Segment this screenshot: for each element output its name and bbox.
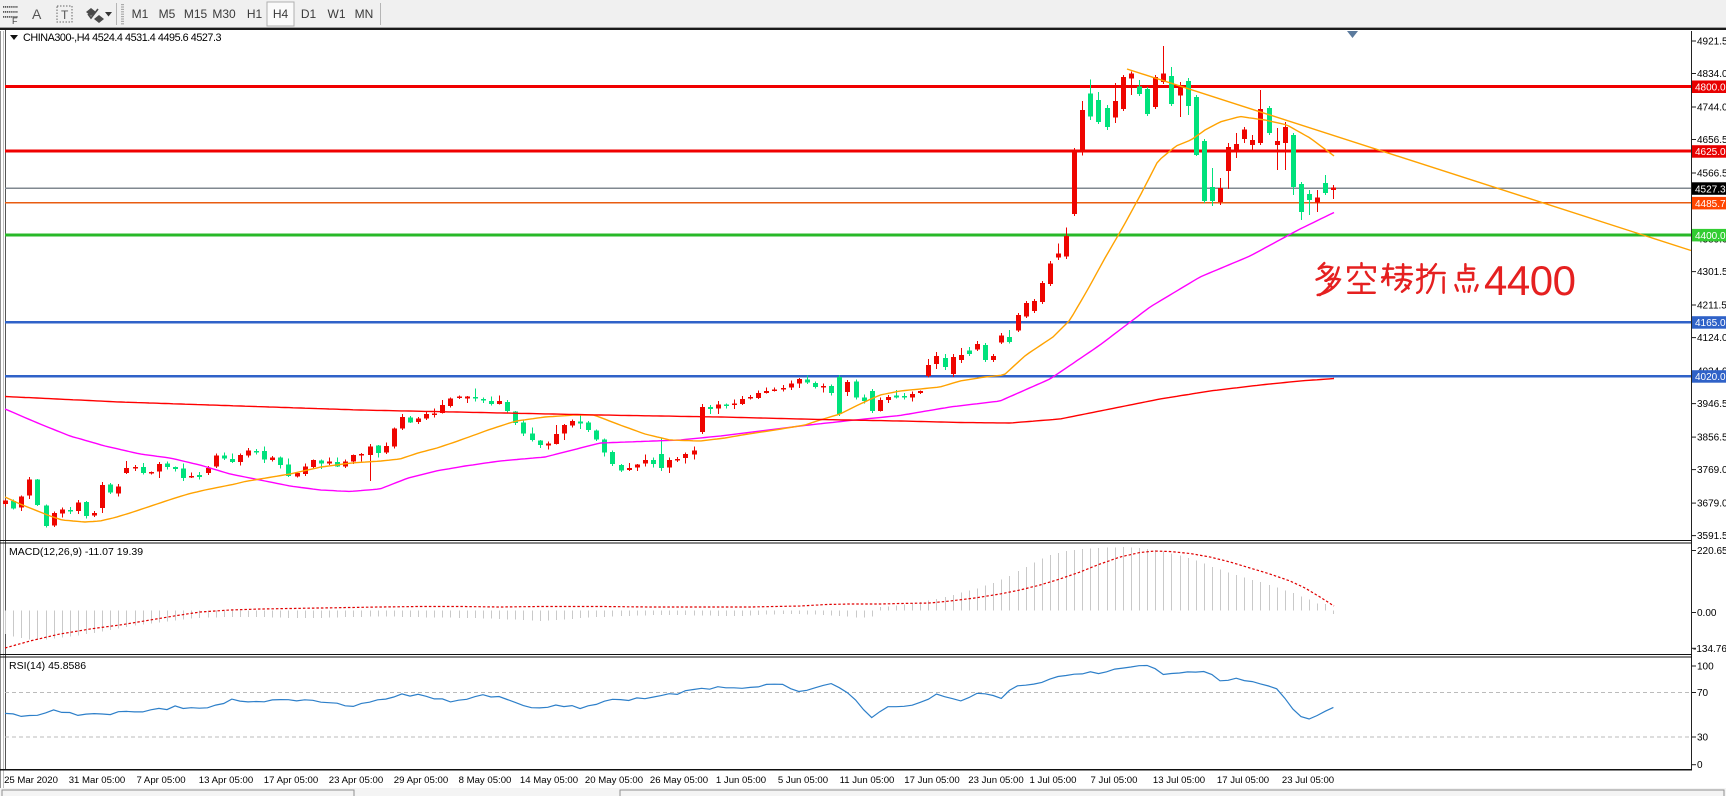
svg-text:M30: M30: [212, 7, 236, 21]
svg-text:20 May 05:00: 20 May 05:00: [585, 775, 643, 786]
svg-text:23 Jul 05:00: 23 Jul 05:00: [1282, 775, 1334, 786]
svg-text:4400: 4400: [1484, 257, 1576, 304]
svg-text:17 Jul 05:00: 17 Jul 05:00: [1217, 775, 1269, 786]
svg-text:4834.0: 4834.0: [1697, 69, 1726, 80]
svg-text:13 Apr 05:00: 13 Apr 05:00: [199, 775, 253, 786]
svg-text:4527.3: 4527.3: [1695, 184, 1726, 195]
svg-text:4211.5: 4211.5: [1697, 301, 1726, 312]
svg-text:4400.0: 4400.0: [1695, 231, 1726, 242]
svg-text:4656.5: 4656.5: [1697, 135, 1726, 146]
svg-text:1 Jul 05:00: 1 Jul 05:00: [1030, 775, 1077, 786]
svg-text:220.65: 220.65: [1697, 546, 1726, 557]
svg-text:T: T: [61, 8, 69, 22]
svg-text:4301.5: 4301.5: [1697, 267, 1726, 278]
svg-text:4485.7: 4485.7: [1695, 199, 1726, 210]
svg-text:4800.0: 4800.0: [1695, 83, 1726, 94]
svg-text:29 Apr 05:00: 29 Apr 05:00: [394, 775, 448, 786]
svg-text:70: 70: [1697, 688, 1709, 699]
svg-text:F: F: [12, 16, 18, 26]
svg-text:13 Jul 05:00: 13 Jul 05:00: [1153, 775, 1205, 786]
svg-text:4744.0: 4744.0: [1697, 103, 1726, 114]
svg-text:4165.0: 4165.0: [1695, 318, 1726, 329]
svg-text:4124.0: 4124.0: [1697, 333, 1726, 344]
svg-text:5 Jun 05:00: 5 Jun 05:00: [778, 775, 828, 786]
svg-text:8 May 05:00: 8 May 05:00: [459, 775, 512, 786]
svg-text:0: 0: [1697, 760, 1703, 771]
svg-text:W1: W1: [328, 7, 346, 21]
svg-text:MACD(12,26,9) -11.07 19.39: MACD(12,26,9) -11.07 19.39: [9, 546, 143, 558]
svg-text:23 Jun 05:00: 23 Jun 05:00: [968, 775, 1023, 786]
svg-text:3679.0: 3679.0: [1697, 499, 1726, 510]
svg-text:31 Mar 05:00: 31 Mar 05:00: [69, 775, 126, 786]
svg-text:M15: M15: [184, 7, 208, 21]
svg-text:3946.5: 3946.5: [1697, 399, 1726, 410]
svg-text:1 Jun 05:00: 1 Jun 05:00: [716, 775, 766, 786]
svg-text:3591.5: 3591.5: [1697, 531, 1726, 542]
svg-text:14 May 05:00: 14 May 05:00: [520, 775, 578, 786]
svg-text:M5: M5: [159, 7, 176, 21]
svg-text:H1: H1: [247, 7, 263, 21]
svg-text:7 Apr 05:00: 7 Apr 05:00: [136, 775, 185, 786]
svg-text:D1: D1: [301, 7, 317, 21]
svg-text:M1: M1: [132, 7, 149, 21]
svg-text:4020.0: 4020.0: [1695, 372, 1726, 383]
svg-text:4566.5: 4566.5: [1697, 169, 1726, 180]
svg-text:4921.5: 4921.5: [1697, 37, 1726, 48]
svg-text:H4: H4: [273, 7, 289, 21]
svg-text:3769.0: 3769.0: [1697, 465, 1726, 476]
svg-text:26 May 05:00: 26 May 05:00: [650, 775, 708, 786]
svg-text:CHINA300-,H4 4524.4 4531.4 44: CHINA300-,H4 4524.4 4531.4 4495.6 4527.3: [23, 32, 222, 44]
svg-text:23 Apr 05:00: 23 Apr 05:00: [329, 775, 383, 786]
svg-text:A: A: [32, 6, 42, 22]
svg-text:RSI(14) 45.8586: RSI(14) 45.8586: [9, 660, 86, 672]
svg-text:-134.76: -134.76: [1693, 644, 1726, 655]
svg-text:4625.0: 4625.0: [1695, 147, 1726, 158]
svg-text:MN: MN: [355, 7, 374, 21]
svg-text:30: 30: [1697, 733, 1709, 744]
svg-text:3856.5: 3856.5: [1697, 433, 1726, 444]
svg-text:0.00: 0.00: [1697, 608, 1717, 619]
svg-text:25 Mar 2020: 25 Mar 2020: [4, 775, 58, 786]
svg-text:100: 100: [1697, 662, 1714, 673]
svg-text:11 Jun 05:00: 11 Jun 05:00: [840, 775, 895, 786]
svg-text:7 Jul 05:00: 7 Jul 05:00: [1091, 775, 1138, 786]
svg-text:17 Apr 05:00: 17 Apr 05:00: [264, 775, 318, 786]
svg-text:17 Jun 05:00: 17 Jun 05:00: [904, 775, 959, 786]
